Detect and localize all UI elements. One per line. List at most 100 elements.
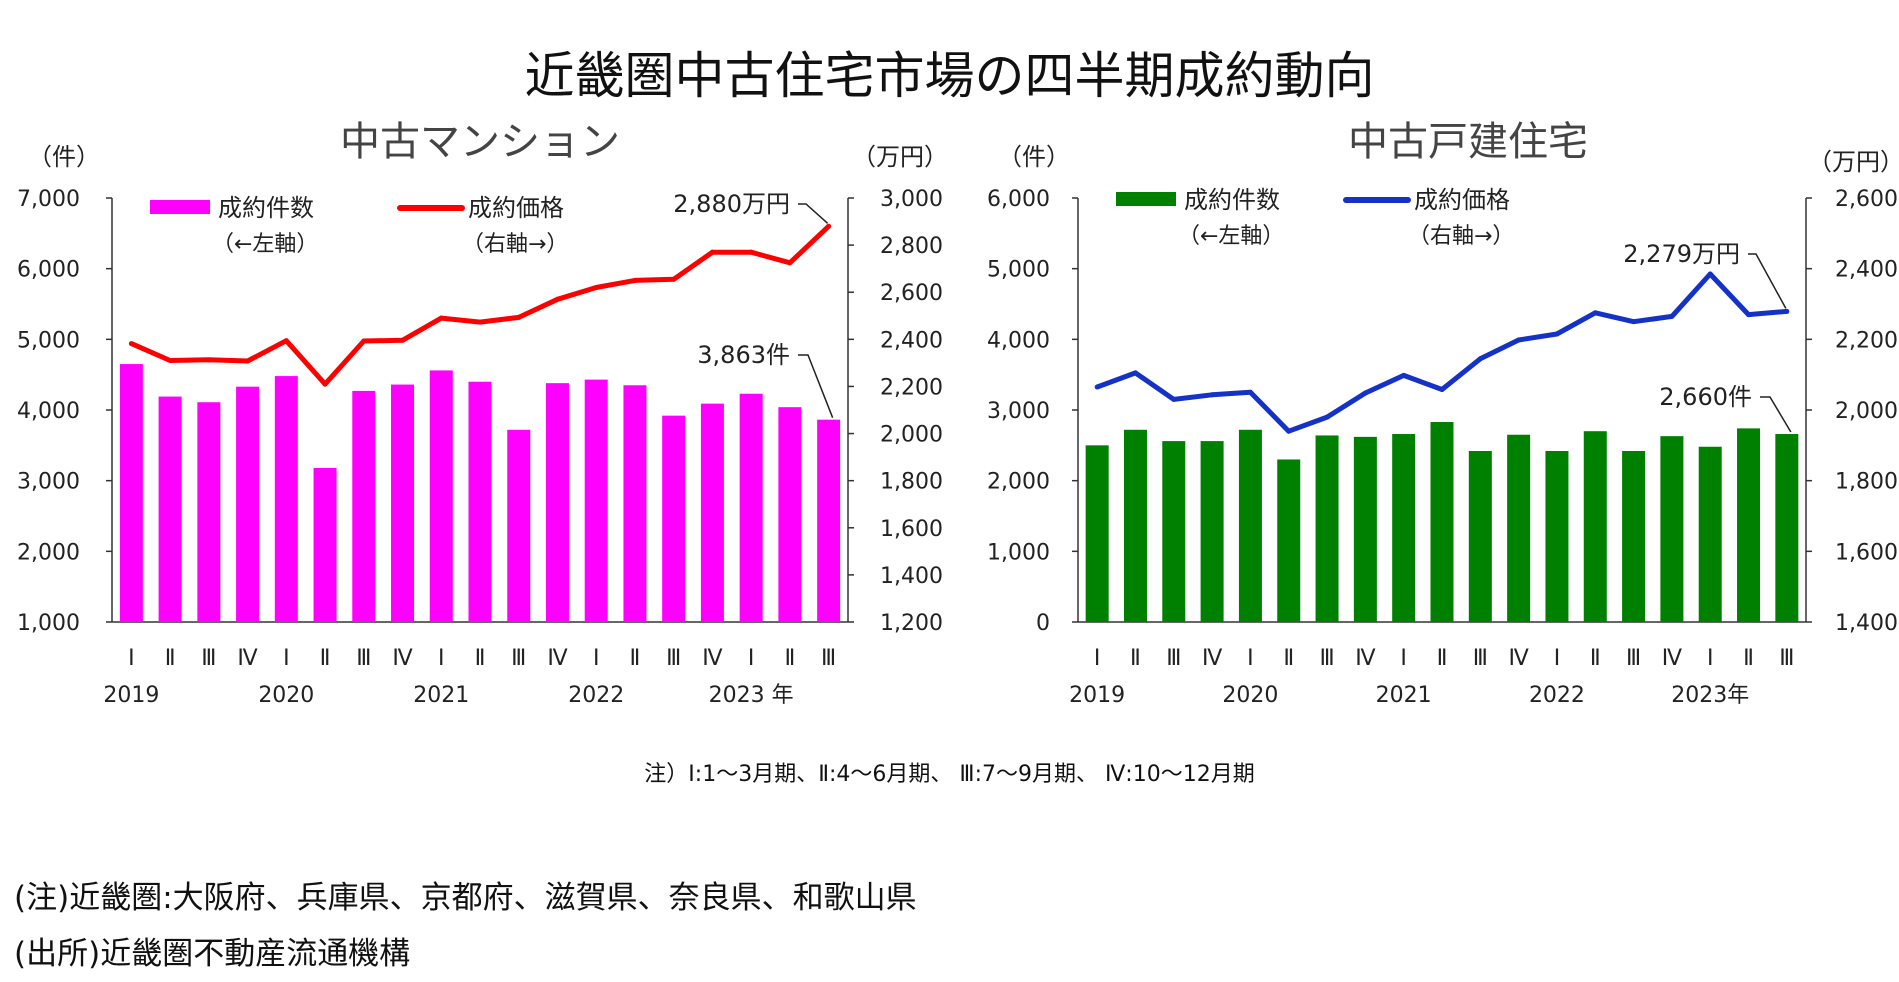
bar xyxy=(391,384,415,622)
bar xyxy=(158,396,182,622)
quarter-label: Ⅲ xyxy=(666,646,681,671)
count-annotation-leader xyxy=(1760,396,1792,433)
quarter-label: Ⅰ xyxy=(1707,646,1714,671)
quarter-label: Ⅲ xyxy=(1779,646,1794,671)
year-label: 2021 xyxy=(413,683,469,708)
right-tick-label: 1,600 xyxy=(1835,540,1898,565)
line-point xyxy=(283,338,289,344)
quarter-label: Ⅰ xyxy=(283,646,290,671)
price-annotation: 2,279万円 xyxy=(1623,240,1740,268)
bar xyxy=(1315,435,1339,622)
left-tick-label: 0 xyxy=(1036,611,1050,636)
line-point xyxy=(1554,331,1560,337)
quarter-label: Ⅳ xyxy=(547,646,568,671)
legend-line-sub: （右軸→） xyxy=(1408,224,1514,249)
price-annotation-leader xyxy=(798,203,829,224)
line-point xyxy=(1171,396,1177,402)
right-tick-label: 2,200 xyxy=(1835,328,1898,353)
line-point xyxy=(826,223,832,229)
line-point xyxy=(322,381,328,387)
right-tick-label: 2,800 xyxy=(880,234,943,259)
bar xyxy=(1392,434,1416,622)
quarter-label: Ⅳ xyxy=(1202,646,1223,671)
line-point xyxy=(438,315,444,321)
quarter-label: Ⅱ xyxy=(1437,646,1448,671)
left-tick-label: 5,000 xyxy=(17,328,80,353)
legend-line-name: 成約価格 xyxy=(468,194,564,222)
quarter-label: Ⅱ xyxy=(1743,646,1754,671)
legend-bar-name: 成約件数 xyxy=(218,194,314,222)
left-tick-label: 1,000 xyxy=(17,611,80,636)
right-tick-label: 2,000 xyxy=(1835,399,1898,424)
quarter-label: Ⅰ xyxy=(593,646,600,671)
bar xyxy=(1353,436,1377,622)
footnote-source: (出所)近畿圏不動産流通機構 xyxy=(14,936,411,972)
bar xyxy=(1698,446,1722,622)
line-point xyxy=(167,358,173,364)
bar xyxy=(739,393,763,622)
line-point xyxy=(787,260,793,266)
line-point xyxy=(554,296,560,302)
line-point xyxy=(206,357,212,363)
bar xyxy=(1468,450,1492,622)
bar xyxy=(352,390,376,622)
left-tick-label: 3,000 xyxy=(987,399,1050,424)
left-tick-label: 2,000 xyxy=(987,470,1050,495)
quarter-label: Ⅳ xyxy=(237,646,258,671)
year-label: 2023年 xyxy=(1671,683,1749,708)
quarter-label: Ⅱ xyxy=(1283,646,1294,671)
line-point xyxy=(1477,356,1483,362)
line-point xyxy=(748,249,754,255)
bar xyxy=(1545,450,1569,622)
bar xyxy=(817,419,841,622)
right-tick-label: 3,000 xyxy=(880,187,943,212)
quarter-label: Ⅲ xyxy=(511,646,526,671)
quarter-label: Ⅲ xyxy=(1473,646,1488,671)
bar xyxy=(700,403,724,622)
legend-bar-sub: （←左軸） xyxy=(1178,224,1284,249)
quarter-label: Ⅰ xyxy=(128,646,135,671)
quarter-label: Ⅱ xyxy=(320,646,331,671)
quarter-label: Ⅲ xyxy=(1626,646,1641,671)
bar xyxy=(429,370,453,622)
count-annotation-leader xyxy=(798,354,834,418)
quarter-label: Ⅰ xyxy=(1094,646,1101,671)
quarter-label: Ⅱ xyxy=(784,646,795,671)
quarter-label: Ⅳ xyxy=(1508,646,1529,671)
line-point xyxy=(361,338,367,344)
right-tick-label: 2,600 xyxy=(880,281,943,306)
line-point xyxy=(1784,308,1790,314)
line-point xyxy=(709,249,715,255)
right-axis-unit: （万円） xyxy=(852,143,948,171)
bar xyxy=(197,402,221,622)
line-point xyxy=(1707,271,1713,277)
price-annotation: 2,880万円 xyxy=(673,190,790,218)
quarter-label: Ⅳ xyxy=(1355,646,1376,671)
right-tick-label: 1,600 xyxy=(880,517,943,542)
line-point xyxy=(1362,390,1368,396)
right-tick-label: 1,800 xyxy=(880,470,943,495)
right-axis-unit: （万円） xyxy=(1808,148,1899,176)
line-point xyxy=(1401,372,1407,378)
line-point xyxy=(1247,389,1253,395)
left-tick-label: 7,000 xyxy=(17,187,80,212)
year-label: 2021 xyxy=(1376,683,1432,708)
left-tick-label: 3,000 xyxy=(17,470,80,495)
line-point xyxy=(1631,319,1637,325)
chart-title: 中古戸建住宅 xyxy=(1348,119,1588,165)
right-tick-label: 1,400 xyxy=(880,564,943,589)
bar xyxy=(1123,429,1147,622)
line-point xyxy=(632,277,638,283)
year-label: 2020 xyxy=(258,683,314,708)
quarter-label: Ⅱ xyxy=(475,646,486,671)
quarter-label: Ⅱ xyxy=(1590,646,1601,671)
bar xyxy=(1430,422,1454,622)
quarter-label: Ⅲ xyxy=(1166,646,1181,671)
bar xyxy=(623,385,647,622)
left-tick-label: 1,000 xyxy=(987,540,1050,565)
bar xyxy=(274,376,298,622)
bar xyxy=(1583,431,1607,622)
bar xyxy=(1238,429,1262,622)
line-point xyxy=(400,337,406,343)
